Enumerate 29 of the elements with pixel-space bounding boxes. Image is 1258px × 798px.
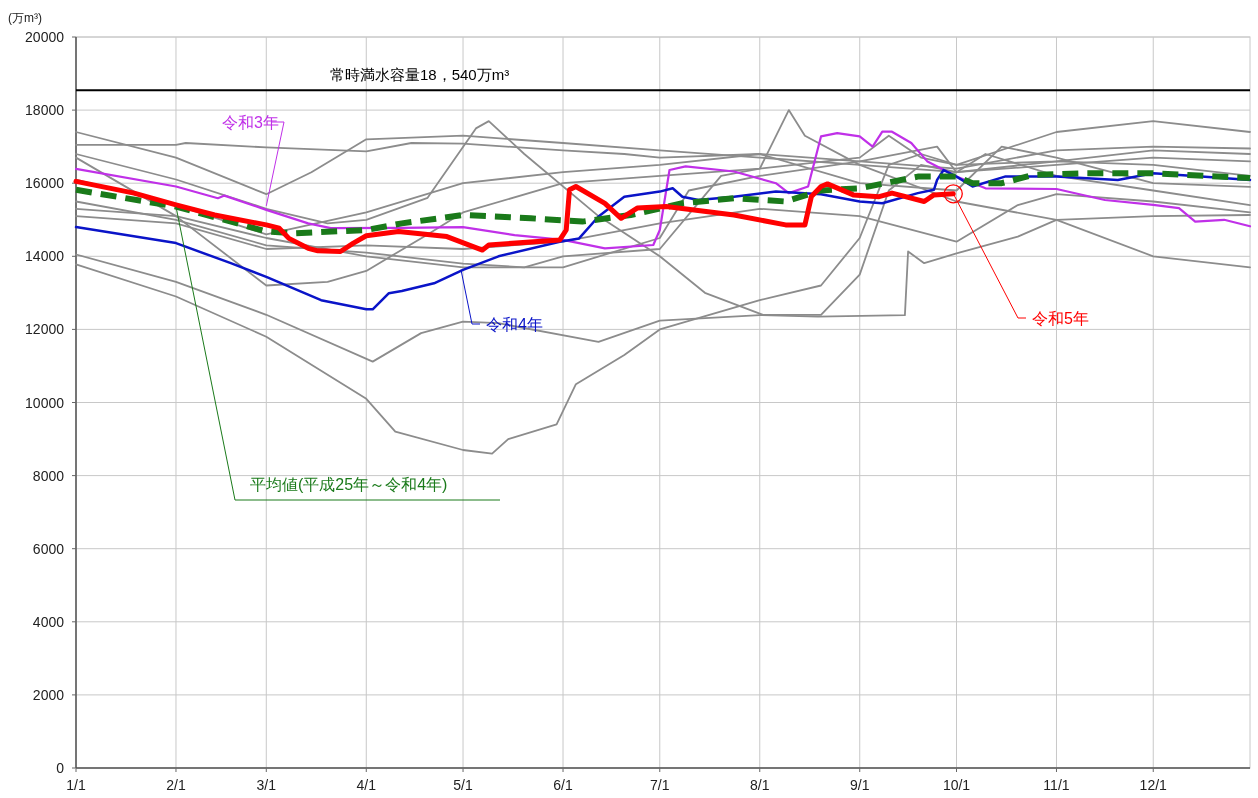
x-tick-label: 11/1 — [1043, 777, 1070, 793]
y-tick-label: 18000 — [25, 102, 65, 119]
y-tick-label: 14000 — [25, 248, 65, 265]
y-tick-label: 4000 — [32, 613, 65, 630]
text: 令和5年 — [1032, 310, 1089, 327]
y-tick-label: 6000 — [32, 540, 65, 557]
x-tick-label: 10/1 — [942, 777, 971, 793]
x-tick-label: 1/1 — [66, 777, 86, 793]
y-tick-label: 16000 — [25, 175, 65, 192]
x-tick-label: 6/1 — [553, 777, 573, 793]
text: 令和4年 — [486, 316, 543, 333]
y-tick-label: 8000 — [32, 467, 65, 484]
x-tick-label: 8/1 — [750, 777, 770, 793]
x-tick-label: 9/1 — [850, 777, 870, 793]
x-tick-label: 5/1 — [453, 777, 473, 793]
x-tick-label: 12/1 — [1139, 777, 1168, 793]
y-axis-title: (万m³) — [8, 11, 42, 25]
y-tick-label: 10000 — [25, 394, 65, 411]
x-tick-label: 2/1 — [166, 777, 186, 793]
y-tick-label: 12000 — [25, 321, 65, 338]
ref-line-label: 常時満水容量18，540万m³ — [330, 66, 510, 84]
y-tick-label: 0 — [56, 760, 65, 776]
text: 令和3年 — [222, 114, 279, 131]
x-tick-label: 4/1 — [356, 777, 377, 793]
x-tick-label: 3/1 — [256, 777, 277, 793]
x-tick-label: 7/1 — [650, 777, 670, 793]
y-tick-label: 20000 — [25, 29, 65, 45]
y-tick-label: 2000 — [32, 686, 65, 703]
text: 平均値(平成25年～令和4年) — [250, 476, 448, 493]
